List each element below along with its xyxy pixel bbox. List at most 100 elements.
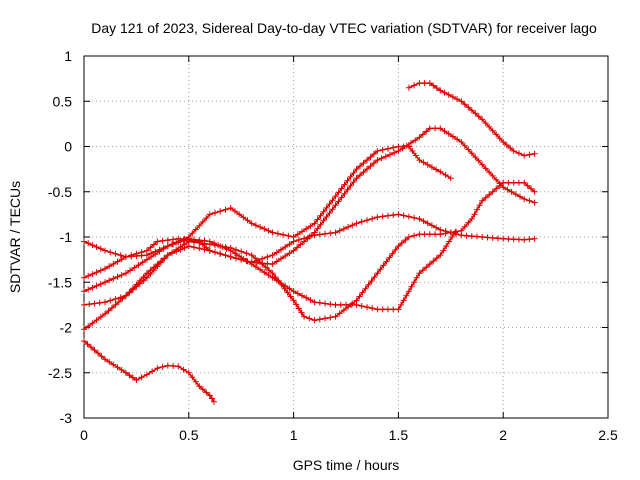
data-point-marker <box>420 218 427 225</box>
data-point-marker <box>294 244 301 251</box>
data-point-marker <box>301 238 308 245</box>
data-point-marker <box>416 134 423 141</box>
data-point-marker <box>115 298 122 305</box>
data-point-marker <box>93 282 100 289</box>
data-point-marker <box>449 234 456 240</box>
data-point-marker <box>405 288 412 295</box>
data-point-marker <box>231 208 238 215</box>
data-point-marker <box>411 214 418 221</box>
data-point-marker <box>192 226 199 233</box>
data-point-marker <box>199 218 206 225</box>
data-point-marker <box>350 179 357 186</box>
data-point-marker <box>189 374 196 381</box>
data-point-marker <box>212 209 218 216</box>
data-point-marker <box>474 233 480 240</box>
data-point-marker <box>413 274 420 281</box>
data-point-marker <box>461 101 468 108</box>
data-point-marker <box>370 151 377 157</box>
data-point-marker <box>510 179 517 186</box>
data-point-marker <box>347 182 354 189</box>
data-point-marker <box>454 96 461 103</box>
data-point-marker <box>335 198 342 205</box>
data-point-marker <box>114 258 121 265</box>
data-point-marker <box>203 215 210 222</box>
data-point-marker <box>118 256 125 263</box>
data-point-marker <box>189 230 196 237</box>
data-point-marker <box>106 277 113 284</box>
data-point-marker <box>412 137 419 144</box>
data-point-marker <box>97 267 104 274</box>
data-point-marker <box>107 297 114 304</box>
data-point-marker <box>505 179 512 186</box>
data-point-marker <box>252 255 259 262</box>
data-point-marker <box>217 250 224 257</box>
data-point-marker <box>521 196 528 202</box>
data-point-marker <box>217 208 224 215</box>
data-point-marker <box>185 243 192 250</box>
data-point-marker <box>500 235 507 242</box>
data-point-marker <box>122 292 129 299</box>
data-point-marker <box>117 252 124 259</box>
data-point-marker <box>266 267 273 274</box>
data-point-marker <box>368 278 375 284</box>
data-point-marker <box>119 295 126 302</box>
data-point-marker <box>129 374 136 381</box>
data-point-marker <box>468 107 475 114</box>
data-point-marker <box>403 292 410 299</box>
data-point-marker <box>496 135 503 142</box>
data-point-marker <box>443 243 450 250</box>
data-point-marker <box>400 143 407 150</box>
data-point-marker <box>416 157 423 164</box>
data-point-marker <box>430 258 437 265</box>
data-point-marker <box>400 297 407 304</box>
data-point-marker <box>377 266 384 273</box>
data-point-marker <box>102 299 108 306</box>
data-point-marker <box>442 230 449 237</box>
data-point-marker <box>128 252 135 259</box>
y-axis-label: SDTVAR / TECUs <box>7 181 23 293</box>
data-point-marker <box>240 214 247 221</box>
data-point-marker <box>329 197 336 204</box>
data-point-marker <box>332 313 339 320</box>
data-point-marker <box>164 362 171 369</box>
data-point-marker <box>311 229 318 236</box>
data-point-marker <box>424 161 431 168</box>
data-point-marker <box>112 301 119 308</box>
data-point-marker <box>359 289 366 296</box>
data-point-marker <box>236 253 243 259</box>
data-point-marker <box>203 389 210 396</box>
data-point-marker <box>531 199 538 206</box>
data-point-marker <box>196 222 203 229</box>
data-point-marker <box>110 261 117 267</box>
data-point-marker <box>482 194 489 201</box>
data-point-marker <box>531 235 538 242</box>
data-point-marker <box>353 220 360 227</box>
data-point-marker <box>458 139 465 145</box>
data-point-marker <box>294 290 301 297</box>
data-point-marker <box>314 225 321 232</box>
data-point-marker <box>340 307 347 314</box>
y-tick-label: -3 <box>60 410 73 426</box>
data-point-marker <box>299 228 305 235</box>
data-point-marker <box>278 281 285 288</box>
data-point-marker <box>244 217 251 224</box>
data-point-marker <box>278 255 284 262</box>
data-point-marker <box>91 347 98 354</box>
data-point-marker <box>206 392 213 399</box>
data-point-marker <box>127 267 134 274</box>
data-point-marker <box>154 365 161 372</box>
data-point-marker <box>317 221 324 228</box>
data-point-marker <box>154 238 161 245</box>
data-point-marker <box>298 309 305 316</box>
data-point-marker <box>426 125 433 132</box>
data-point-marker <box>384 212 391 219</box>
data-point-marker <box>489 127 496 134</box>
x-tick-label: 0 <box>80 427 88 443</box>
data-point-marker <box>112 296 119 302</box>
data-point-marker <box>374 306 381 313</box>
data-point-marker <box>405 234 412 240</box>
data-point-marker <box>360 160 367 167</box>
data-point-marker <box>383 258 390 265</box>
y-tick-label: 1 <box>64 48 72 64</box>
data-point-marker <box>405 213 412 220</box>
